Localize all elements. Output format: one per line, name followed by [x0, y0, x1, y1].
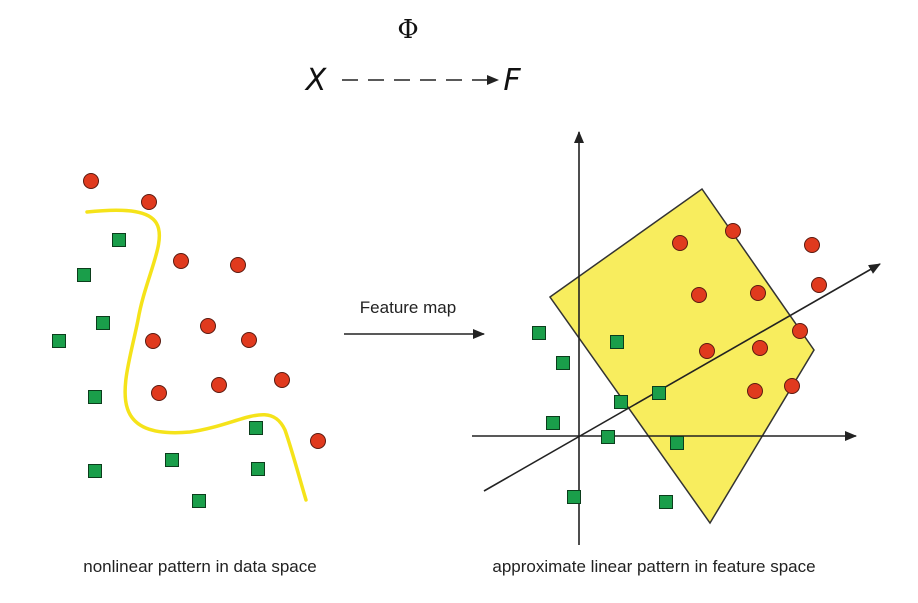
feature-map-label: Feature map: [360, 298, 456, 317]
red-circle-point: [310, 433, 326, 449]
red-circle-point: [141, 194, 157, 210]
red-circle-point: [230, 257, 246, 273]
nonlinear-boundary-curve: [85, 208, 308, 502]
right-caption: approximate linear pattern in feature sp…: [492, 557, 815, 576]
green-square-point: [601, 430, 615, 444]
phi-symbol: Φ: [397, 15, 418, 45]
green-square-point: [610, 335, 624, 349]
green-square-point: [88, 464, 102, 478]
source-space-label: X: [304, 63, 328, 98]
red-circle-point: [672, 235, 688, 251]
data-space-green-points: [52, 233, 265, 508]
red-circle-point: [747, 383, 763, 399]
green-square-point: [546, 416, 560, 430]
feature-axis-diagonal: [483, 263, 881, 492]
red-circle-point: [784, 378, 800, 394]
red-circle-point: [691, 287, 707, 303]
green-square-point: [52, 334, 66, 348]
green-square-point: [659, 495, 673, 509]
feature-space-red-points: [672, 223, 827, 399]
green-square-point: [96, 316, 110, 330]
red-circle-point: [752, 340, 768, 356]
green-square-point: [670, 436, 684, 450]
feature-space-panel: approximate linear pattern in feature sp…: [472, 131, 881, 576]
green-square-point: [556, 356, 570, 370]
red-circle-point: [241, 332, 257, 348]
green-square-point: [112, 233, 126, 247]
feature-map-arrow-group: Feature map: [344, 298, 485, 339]
red-circle-point: [151, 385, 167, 401]
red-circle-point: [173, 253, 189, 269]
red-circle-point: [699, 343, 715, 359]
red-circle-point: [83, 173, 99, 189]
data-space-panel: nonlinear pattern in data space: [52, 173, 326, 576]
green-square-point: [165, 453, 179, 467]
green-square-point: [251, 462, 265, 476]
green-square-point: [532, 326, 546, 340]
data-space-red-points: [83, 173, 326, 449]
green-square-point: [652, 386, 666, 400]
red-circle-point: [145, 333, 161, 349]
green-square-point: [77, 268, 91, 282]
red-circle-point: [750, 285, 766, 301]
mapping-header: Φ X F: [304, 15, 522, 98]
green-square-point: [88, 390, 102, 404]
left-caption: nonlinear pattern in data space: [83, 557, 316, 576]
green-square-point: [192, 494, 206, 508]
red-circle-point: [811, 277, 827, 293]
red-circle-point: [804, 237, 820, 253]
red-circle-point: [274, 372, 290, 388]
green-square-point: [614, 395, 628, 409]
green-square-point: [567, 490, 581, 504]
red-circle-point: [200, 318, 216, 334]
separating-region-polygon: [548, 187, 815, 525]
feature-space-green-points: [532, 326, 684, 509]
red-circle-point: [792, 323, 808, 339]
target-space-label: F: [503, 63, 521, 98]
red-circle-point: [211, 377, 227, 393]
red-circle-point: [725, 223, 741, 239]
green-square-point: [249, 421, 263, 435]
